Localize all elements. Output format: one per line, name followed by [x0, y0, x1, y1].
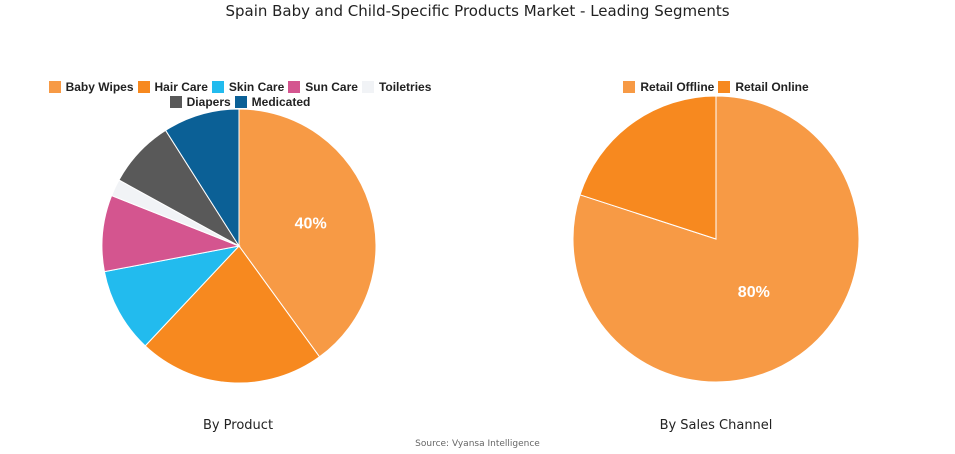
- legend-swatch: [137, 81, 150, 93]
- legend-item: Skin Care: [211, 80, 285, 95]
- legend-swatch: [169, 96, 182, 108]
- legend-item: Baby Wipes: [48, 80, 134, 95]
- data-label: 40%: [295, 216, 327, 233]
- legend-item: Medicated: [234, 95, 311, 110]
- legend-item: Hair Care: [137, 80, 208, 95]
- legend-item: Retail Offline: [623, 80, 714, 95]
- chart-title: Spain Baby and Child-Specific Products M…: [225, 2, 730, 20]
- pie-slice-skin-care: [103, 245, 241, 347]
- data-label: 80%: [738, 284, 770, 301]
- legend-item: Sun Care: [288, 80, 358, 95]
- legend-swatch: [623, 81, 636, 93]
- pie-slice-retail-online: [579, 95, 717, 240]
- legend-item: Diapers: [169, 95, 231, 110]
- legend-label: Toiletries: [378, 80, 432, 94]
- pie-slice-medicated: [164, 108, 240, 248]
- legend-label: Retail Online: [735, 80, 809, 94]
- legend-label: Sun Care: [305, 80, 358, 94]
- pie-slice-hair-care: [144, 245, 321, 384]
- legend-swatch: [361, 81, 374, 93]
- legend-label: Diapers: [186, 95, 231, 109]
- legend-by-product: Baby Wipes Hair Care Skin Care Sun Care Toil…: [15, 80, 465, 110]
- legend-by-sales-channel: Retail Offline Retail Online: [566, 80, 866, 95]
- legend-label: Hair Care: [154, 80, 208, 94]
- legend-label: Skin Care: [228, 80, 285, 94]
- legend-label: Medicated: [251, 95, 311, 109]
- legend-swatch: [234, 96, 247, 108]
- legend-label: Baby Wipes: [65, 80, 134, 94]
- legend-swatch: [288, 81, 301, 93]
- legend-swatch: [48, 81, 61, 93]
- pie-slice-baby-wipes: [238, 108, 377, 358]
- subtitle-by-product: By Product: [202, 418, 274, 433]
- legend-item: Toiletries: [361, 80, 432, 95]
- source-note: Source: Vyansa Intelligence: [415, 439, 540, 449]
- legend-item: Retail Online: [718, 80, 809, 95]
- legend-label: Retail Offline: [640, 80, 715, 94]
- subtitle-by-sales-channel: By Sales Channel: [659, 418, 773, 433]
- legend-swatch: [211, 81, 224, 93]
- legend-swatch: [718, 81, 731, 93]
